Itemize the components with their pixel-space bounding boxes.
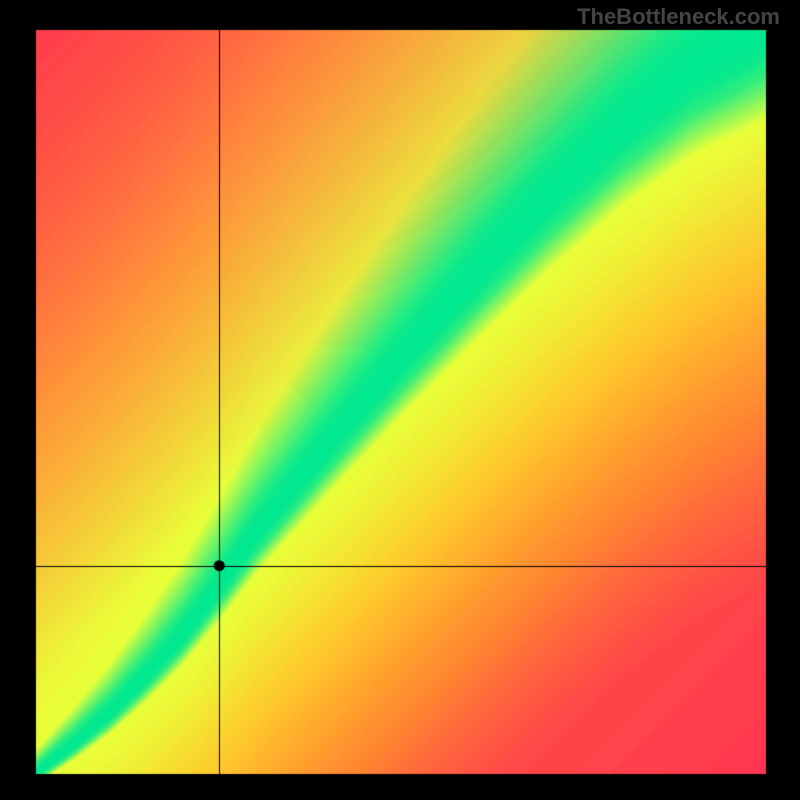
- bottleneck-heatmap: [0, 0, 800, 800]
- watermark-text: TheBottleneck.com: [577, 4, 780, 30]
- chart-container: TheBottleneck.com: [0, 0, 800, 800]
